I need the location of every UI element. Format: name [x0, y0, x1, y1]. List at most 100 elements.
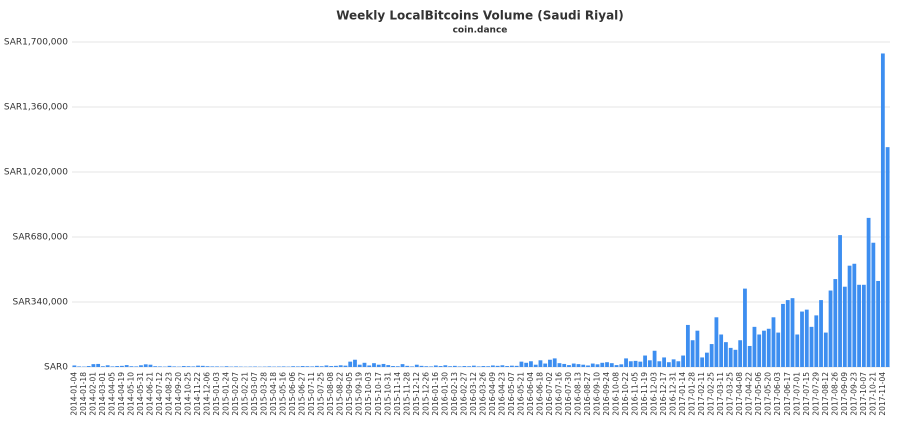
- x-tick-label: 2016-06-04: [526, 372, 535, 416]
- y-tick-label: SAR680,000: [12, 233, 68, 243]
- bar: [709, 344, 714, 367]
- x-tick-label: 2015-05-16: [279, 372, 288, 416]
- x-tick-label: 2015-06-06: [288, 372, 297, 416]
- bar: [586, 365, 590, 367]
- bar: [120, 365, 124, 367]
- x-tick-label: 2014-09-20: [174, 372, 183, 416]
- bar: [871, 242, 876, 367]
- x-tick-label: 2017-09-09: [840, 372, 849, 416]
- bar: [543, 363, 548, 367]
- bar: [524, 362, 529, 367]
- bar: [148, 364, 153, 367]
- bar: [471, 365, 476, 367]
- bar: [315, 365, 319, 367]
- bar: [510, 365, 514, 367]
- bar: [319, 366, 324, 367]
- x-tick-label: 2017-03-11: [716, 372, 725, 416]
- x-tick-label: 2014-11-22: [193, 372, 202, 416]
- bar: [357, 364, 362, 367]
- bar: [704, 352, 709, 367]
- bar: [115, 366, 120, 367]
- bar: [885, 147, 890, 367]
- chart-subtitle: coin.dance: [453, 26, 508, 36]
- x-tick-label: 2016-12-17: [659, 372, 668, 416]
- x-tick-label: 2017-08-12: [821, 372, 830, 416]
- x-tick-label: 2017-04-22: [745, 372, 754, 416]
- x-tick-label: 2014-03-01: [98, 372, 107, 416]
- bar: [196, 365, 200, 367]
- x-tick-label: 2017-02-11: [697, 372, 706, 416]
- x-tick-label: 2015-02-07: [231, 372, 240, 416]
- bar: [124, 365, 129, 367]
- bar: [647, 360, 652, 367]
- bar: [134, 366, 139, 367]
- bar: [823, 332, 828, 367]
- x-tick-label: 2016-03-26: [478, 372, 487, 416]
- x-tick-label: 2016-03-12: [469, 372, 478, 416]
- bar: [590, 363, 595, 367]
- x-tick-label: 2016-12-03: [650, 372, 659, 416]
- bar: [771, 317, 776, 367]
- bar: [766, 328, 771, 367]
- bar: [624, 358, 628, 367]
- bar: [619, 364, 624, 367]
- x-tick-label: 2016-01-16: [431, 372, 440, 416]
- bar: [505, 366, 510, 367]
- bar: [410, 366, 414, 367]
- x-tick-label: 2014-01-04: [69, 372, 78, 416]
- bar: [181, 366, 186, 367]
- x-tick-label: 2014-10-25: [184, 372, 193, 416]
- bar: [495, 365, 500, 367]
- bar: [514, 365, 519, 367]
- bar: [638, 361, 643, 367]
- bar: [643, 355, 647, 367]
- bar: [77, 366, 82, 367]
- x-tick-label: 2015-08-08: [326, 372, 335, 416]
- bar: [419, 365, 424, 367]
- bar: [324, 365, 329, 367]
- x-tick-label: 2016-08-13: [573, 372, 582, 416]
- bar: [538, 360, 543, 367]
- x-tick-label: 2017-10-07: [859, 372, 868, 416]
- bar: [153, 366, 158, 367]
- bar: [609, 363, 614, 367]
- bar: [291, 366, 296, 367]
- bar: [424, 366, 429, 367]
- y-tick-label: SAR340,000: [12, 298, 68, 308]
- bar: [110, 366, 115, 367]
- x-tick-label: 2016-07-16: [554, 372, 563, 416]
- bar: [690, 340, 695, 367]
- x-tick-label: 2017-07-29: [811, 372, 820, 416]
- x-tick-label: 2015-04-18: [269, 372, 278, 416]
- y-tick-label: SAR1,020,000: [4, 168, 68, 178]
- x-tick-label: 2017-06-03: [773, 372, 782, 416]
- bar: [310, 366, 315, 367]
- bar: [757, 334, 762, 367]
- bar: [462, 366, 467, 367]
- bar: [552, 358, 557, 367]
- bar: [172, 366, 177, 367]
- x-tick-label: 2016-10-22: [621, 372, 630, 416]
- bar: [633, 360, 638, 367]
- x-tick-label: 2017-11-04: [878, 372, 887, 416]
- bar: [857, 284, 861, 367]
- x-tick-label: 2015-07-25: [317, 372, 326, 416]
- x-tick-label: 2017-07-01: [792, 372, 801, 416]
- bar: [429, 366, 433, 367]
- bar: [105, 365, 110, 367]
- bar: [353, 359, 357, 367]
- x-tick-label: 2015-02-21: [241, 372, 250, 416]
- x-tick-label: 2015-09-19: [355, 372, 364, 416]
- x-tick-label: 2015-12-12: [412, 372, 421, 416]
- bar: [719, 334, 724, 367]
- bar: [747, 345, 752, 367]
- bar: [490, 365, 495, 367]
- bar: [481, 366, 486, 367]
- bar: [457, 366, 462, 367]
- x-tick-label: 2017-05-20: [764, 372, 773, 416]
- x-tick-label: 2017-02-25: [707, 372, 716, 416]
- bar: [267, 366, 272, 367]
- bar: [652, 350, 657, 367]
